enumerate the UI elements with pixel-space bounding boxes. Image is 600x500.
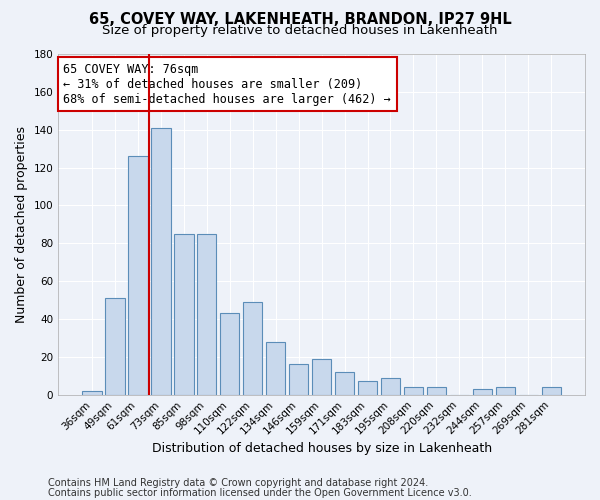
Bar bbox=[197, 234, 217, 394]
Text: Size of property relative to detached houses in Lakenheath: Size of property relative to detached ho… bbox=[102, 24, 498, 37]
Bar bbox=[496, 387, 515, 394]
Y-axis label: Number of detached properties: Number of detached properties bbox=[15, 126, 28, 323]
Bar bbox=[312, 359, 331, 394]
Bar bbox=[220, 314, 239, 394]
Bar bbox=[105, 298, 125, 394]
X-axis label: Distribution of detached houses by size in Lakenheath: Distribution of detached houses by size … bbox=[152, 442, 491, 455]
Bar bbox=[358, 382, 377, 394]
Bar bbox=[427, 387, 446, 394]
Bar bbox=[335, 372, 355, 394]
Text: Contains HM Land Registry data © Crown copyright and database right 2024.: Contains HM Land Registry data © Crown c… bbox=[48, 478, 428, 488]
Text: 65, COVEY WAY, LAKENHEATH, BRANDON, IP27 9HL: 65, COVEY WAY, LAKENHEATH, BRANDON, IP27… bbox=[89, 12, 511, 28]
Bar bbox=[404, 387, 423, 394]
Bar bbox=[151, 128, 170, 394]
Text: 65 COVEY WAY: 76sqm
← 31% of detached houses are smaller (209)
68% of semi-detac: 65 COVEY WAY: 76sqm ← 31% of detached ho… bbox=[64, 62, 391, 106]
Text: Contains public sector information licensed under the Open Government Licence v3: Contains public sector information licen… bbox=[48, 488, 472, 498]
Bar bbox=[243, 302, 262, 394]
Bar bbox=[266, 342, 286, 394]
Bar bbox=[473, 389, 492, 394]
Bar bbox=[82, 391, 101, 394]
Bar bbox=[289, 364, 308, 394]
Bar bbox=[174, 234, 194, 394]
Bar bbox=[542, 387, 561, 394]
Bar bbox=[381, 378, 400, 394]
Bar bbox=[128, 156, 148, 394]
